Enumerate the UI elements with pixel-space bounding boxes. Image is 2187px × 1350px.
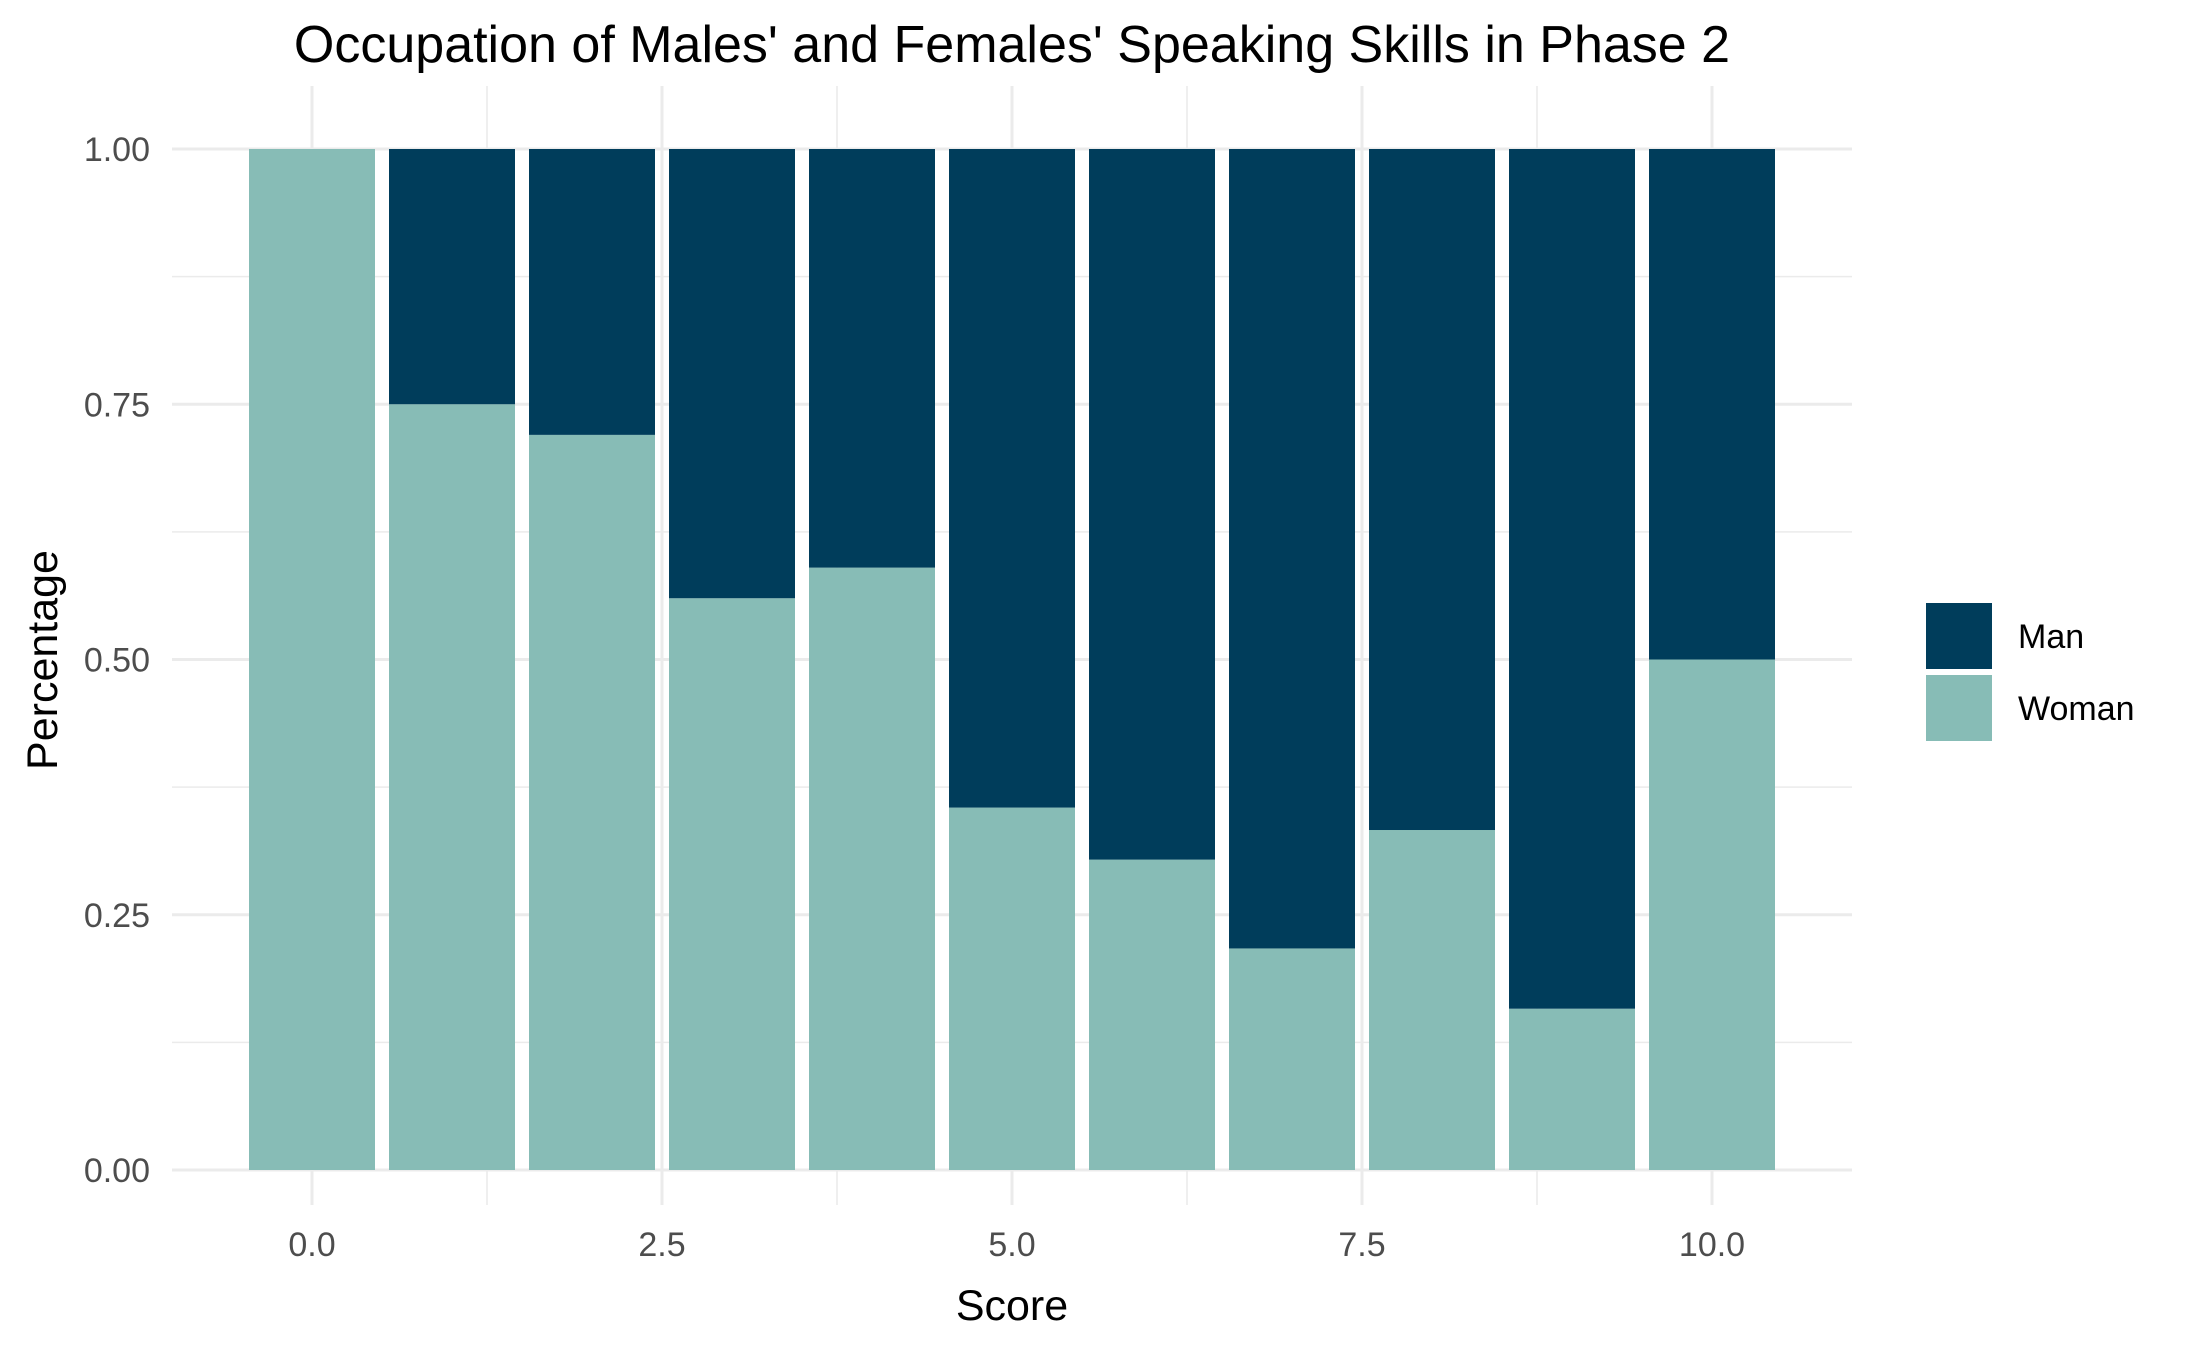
tick-labels: 0.00 0.25 0.50 0.75 1.00 0.0 2.5 5.0 7.5 10.0 bbox=[84, 131, 1745, 1264]
x-tick-label: 0.0 bbox=[288, 1226, 335, 1264]
y-tick-label: 0.00 bbox=[84, 1152, 150, 1190]
bar-man bbox=[669, 149, 795, 599]
y-tick-label: 0.50 bbox=[84, 642, 150, 680]
bar-man bbox=[1369, 149, 1495, 831]
legend-key-man bbox=[1926, 603, 1992, 669]
legend-label-woman: Woman bbox=[2018, 690, 2135, 728]
x-tick-label: 7.5 bbox=[1338, 1226, 1385, 1264]
legend-key-woman bbox=[1926, 675, 1992, 741]
y-axis-title: Percentage bbox=[19, 550, 67, 770]
bar-woman bbox=[1509, 1008, 1635, 1170]
y-tick-label: 1.00 bbox=[84, 131, 150, 169]
bar-woman bbox=[1089, 859, 1215, 1170]
bar-woman bbox=[249, 149, 375, 1170]
bar-man bbox=[389, 149, 515, 405]
bar-woman bbox=[1649, 659, 1775, 1170]
bar-woman bbox=[1369, 830, 1495, 1170]
bars bbox=[249, 149, 1775, 1170]
bar-man bbox=[1649, 149, 1775, 660]
legend-label-man: Man bbox=[2018, 618, 2084, 656]
x-tick-label: 10.0 bbox=[1679, 1226, 1745, 1264]
bar-man bbox=[529, 149, 655, 435]
bar-man bbox=[1509, 149, 1635, 1009]
y-tick-label: 0.75 bbox=[84, 386, 150, 424]
legend: Man Woman bbox=[1926, 603, 2135, 741]
bar-woman bbox=[949, 807, 1075, 1170]
bar-woman bbox=[1229, 948, 1355, 1170]
bar-man bbox=[1089, 149, 1215, 860]
bar-woman bbox=[389, 404, 515, 1170]
bar-woman bbox=[809, 567, 935, 1170]
chart-title: Occupation of Males' and Females' Speaki… bbox=[294, 16, 1730, 74]
bar-man bbox=[949, 149, 1075, 808]
bar-woman bbox=[669, 598, 795, 1170]
x-tick-label: 5.0 bbox=[988, 1226, 1035, 1264]
bar-man bbox=[1229, 149, 1355, 949]
x-tick-label: 2.5 bbox=[638, 1226, 685, 1264]
bar-woman bbox=[529, 434, 655, 1170]
x-axis-title: Score bbox=[956, 1282, 1068, 1330]
bar-man bbox=[809, 149, 935, 568]
y-tick-label: 0.25 bbox=[84, 897, 150, 935]
